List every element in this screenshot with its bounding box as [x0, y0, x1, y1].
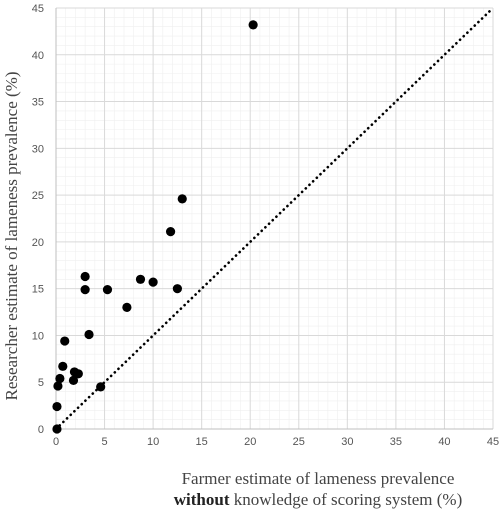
y-tick-label: 5 — [38, 377, 44, 389]
x-tick-labels: 0 5 10 15 20 25 30 35 40 45 — [53, 436, 499, 448]
data-point — [84, 329, 94, 340]
y-tick-label: 40 — [32, 50, 44, 62]
data-point — [55, 373, 65, 384]
x-tick-label: 35 — [390, 436, 402, 448]
x-axis-title-bold: without — [174, 490, 230, 509]
y-tick-label: 10 — [32, 330, 44, 342]
data-point — [80, 271, 90, 282]
x-tick-label: 20 — [244, 436, 256, 448]
data-point — [172, 284, 182, 294]
data-point — [102, 285, 113, 295]
x-axis-title-rest: knowledge of scoring system (%) — [229, 490, 462, 509]
y-tick-label: 30 — [32, 143, 44, 155]
x-tick-label: 0 — [53, 436, 59, 448]
data-point — [73, 369, 83, 379]
y-tick-label: 0 — [38, 424, 44, 436]
data-point — [148, 277, 158, 287]
data-point — [248, 20, 258, 30]
y-tick-label: 20 — [32, 237, 44, 249]
data-point — [52, 401, 62, 412]
x-tick-label: 25 — [293, 436, 305, 448]
data-point — [60, 336, 70, 346]
data-point — [80, 285, 90, 295]
data-point — [58, 361, 68, 371]
x-tick-label: 30 — [341, 436, 353, 448]
data-point — [52, 424, 62, 434]
y-tick-label: 15 — [32, 284, 44, 296]
x-axis-title-line2: without knowledge of scoring system (%) — [174, 490, 463, 509]
y-tick-label: 45 — [32, 3, 44, 15]
x-tick-label: 40 — [438, 436, 450, 448]
x-tick-label: 45 — [487, 436, 499, 448]
y-axis-title: Researcher estimate of lameness prevalen… — [2, 72, 21, 401]
y-tick-label: 25 — [32, 190, 44, 202]
data-point — [177, 194, 187, 204]
data-point — [68, 375, 79, 385]
data-points — [52, 20, 258, 434]
data-point — [135, 274, 146, 284]
x-axis-title-line1: Farmer estimate of lameness prevalence — [182, 469, 455, 488]
reference-line — [54, 6, 495, 431]
y-tick-label: 35 — [32, 97, 44, 109]
data-point — [96, 382, 106, 392]
data-point — [165, 226, 176, 237]
data-point — [53, 381, 63, 391]
y-tick-labels: 0 5 10 15 20 25 30 35 40 45 — [32, 3, 44, 436]
x-tick-label: 15 — [196, 436, 208, 448]
data-point — [122, 302, 132, 312]
x-tick-label: 10 — [147, 436, 159, 448]
minor-grid — [56, 8, 493, 429]
x-tick-label: 5 — [101, 436, 107, 448]
